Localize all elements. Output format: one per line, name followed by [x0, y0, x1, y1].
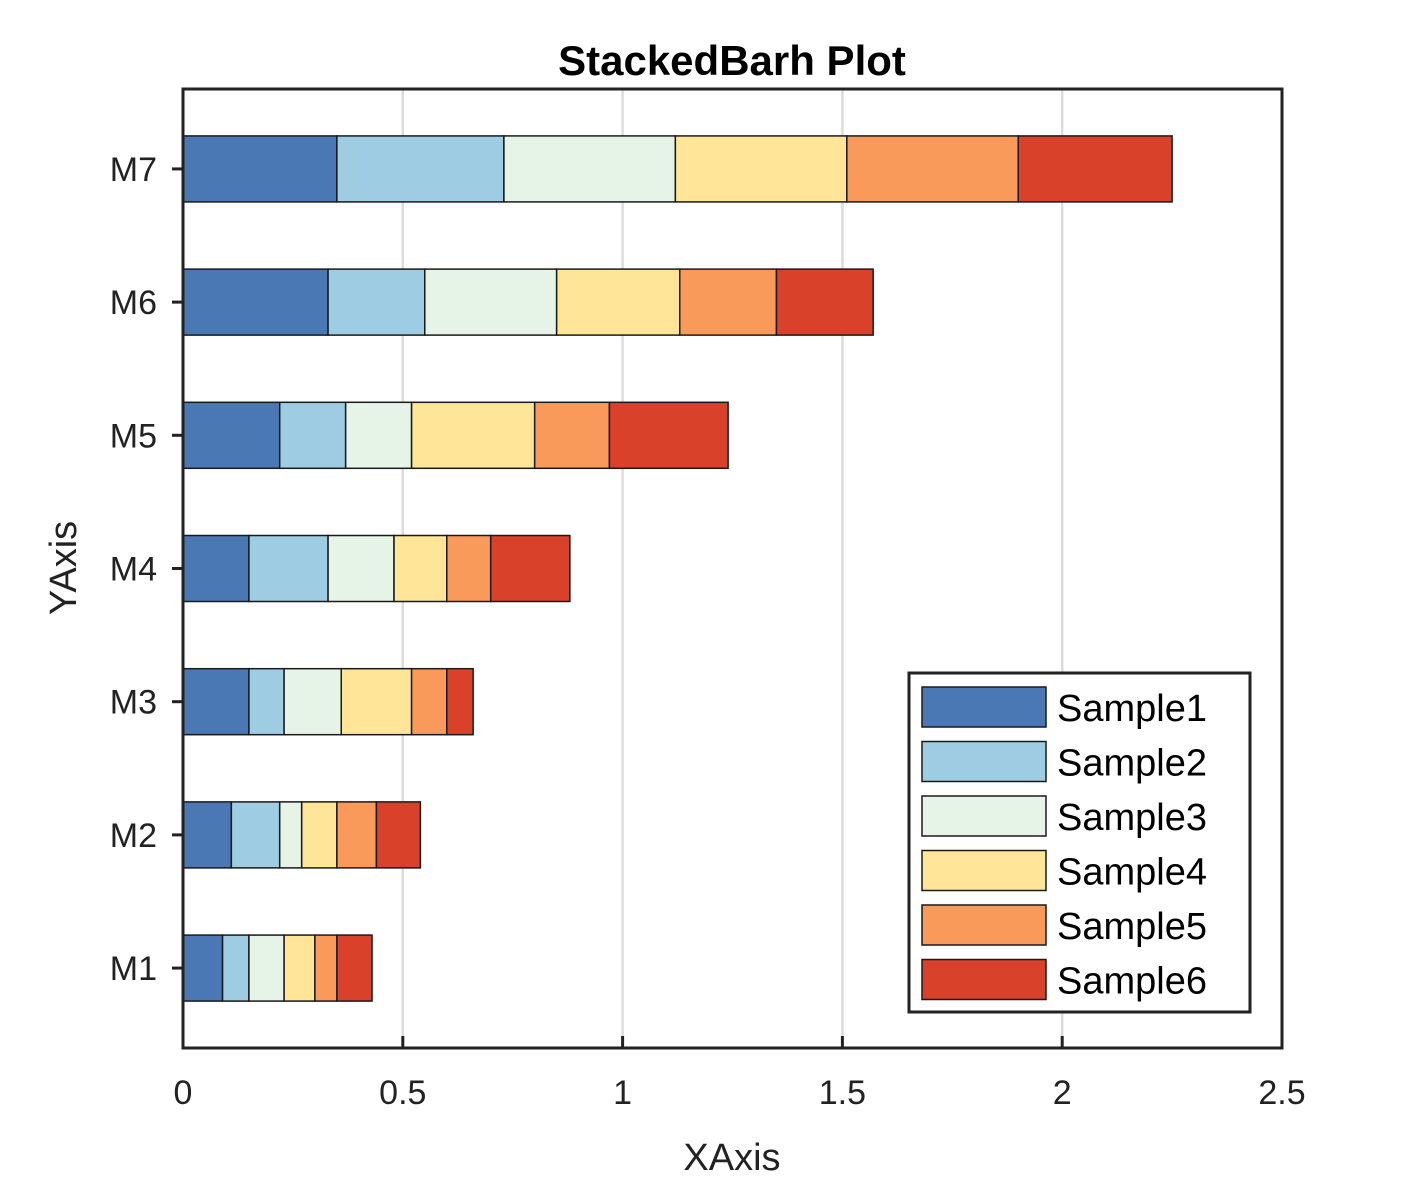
bar-segment — [221, 934, 250, 1002]
bar-segment — [674, 135, 848, 203]
bar-segment — [775, 268, 874, 336]
y-tick-label: M4 — [110, 551, 157, 589]
bar-segment — [503, 135, 677, 203]
legend-swatch — [921, 958, 1047, 1001]
y-tick-label: M7 — [110, 151, 157, 189]
bar-segment — [182, 401, 281, 470]
bar-segment — [336, 934, 373, 1002]
legend: Sample1 Sample2 Sample3 Sample4 Sample5 Sampl… — [907, 671, 1252, 1014]
bar-segment — [182, 135, 338, 203]
bar-segment — [375, 801, 422, 869]
bar-segment — [344, 401, 413, 470]
legend-label: Sample6 — [1057, 961, 1207, 1003]
bar-segment — [230, 801, 281, 869]
bar-segment — [489, 534, 571, 603]
x-tick-label: 0 — [174, 1074, 193, 1112]
x-tick-label: 2.5 — [1258, 1074, 1305, 1112]
bar-segment — [300, 801, 338, 869]
legend-swatch — [921, 795, 1047, 837]
bar-segment — [608, 401, 729, 470]
legend-box — [907, 671, 1252, 1014]
legend-label: Sample2 — [1057, 743, 1207, 785]
bar-segment — [846, 135, 1019, 203]
x-tick-label: 0.5 — [379, 1074, 426, 1112]
y-tick-label: M5 — [110, 417, 157, 455]
bar-segment — [182, 534, 250, 603]
legend-swatch — [921, 740, 1047, 783]
chart-title: StackedBarh Plot — [558, 37, 906, 84]
legend-label: Sample4 — [1057, 852, 1207, 894]
legend-swatch — [921, 686, 1047, 728]
x-tick-label: 1 — [613, 1074, 632, 1112]
bar-segment — [424, 268, 558, 336]
y-tick-label: M3 — [110, 684, 157, 722]
bar-segment — [278, 801, 303, 869]
bar-segment — [182, 667, 250, 736]
bar-segment — [182, 801, 233, 869]
legend-swatch — [921, 904, 1047, 946]
bar-segment — [182, 268, 329, 336]
bar-segment — [555, 268, 681, 336]
bar-segment — [533, 401, 611, 470]
bar-segment — [248, 934, 285, 1002]
bar-segment — [327, 534, 395, 603]
bar-segment — [278, 401, 347, 470]
bar-segment — [340, 667, 413, 736]
bar-segment — [336, 135, 505, 203]
bar-segment — [1017, 135, 1173, 203]
bar-segment — [393, 534, 448, 603]
bar-segment — [283, 934, 316, 1002]
x-tick-label: 2 — [1053, 1074, 1072, 1112]
bar-segment — [446, 534, 492, 603]
x-axis-ticks: 0 0.5 1 1.5 2 2.5 — [174, 1036, 1306, 1112]
x-tick-label: 1.5 — [819, 1074, 866, 1112]
bar-segment — [314, 934, 338, 1002]
bar-segment — [678, 268, 778, 336]
bar-segment — [182, 934, 224, 1002]
bars — [182, 135, 1173, 1002]
legend-label: Sample5 — [1057, 906, 1207, 948]
y-tick-label: M6 — [110, 284, 157, 322]
legend-label: Sample3 — [1057, 797, 1207, 839]
bar-segment — [336, 801, 378, 869]
bar-segment — [410, 401, 536, 470]
x-axis-label: XAxis — [683, 1137, 780, 1179]
y-axis-label: YAxis — [43, 521, 85, 615]
legend-swatch — [921, 849, 1047, 892]
bar-segment — [446, 667, 474, 736]
legend-label: Sample1 — [1057, 688, 1207, 730]
bar-segment — [248, 667, 285, 736]
y-axis-ticks: M1 M2 M3 M4 M5 M6 M7 — [110, 151, 183, 988]
y-tick-label: M1 — [110, 950, 157, 988]
y-tick-label: M2 — [110, 817, 157, 855]
bar-segment — [410, 667, 448, 736]
bar-segment — [248, 534, 329, 603]
bar-segment — [283, 667, 343, 736]
bar-segment — [327, 268, 426, 336]
